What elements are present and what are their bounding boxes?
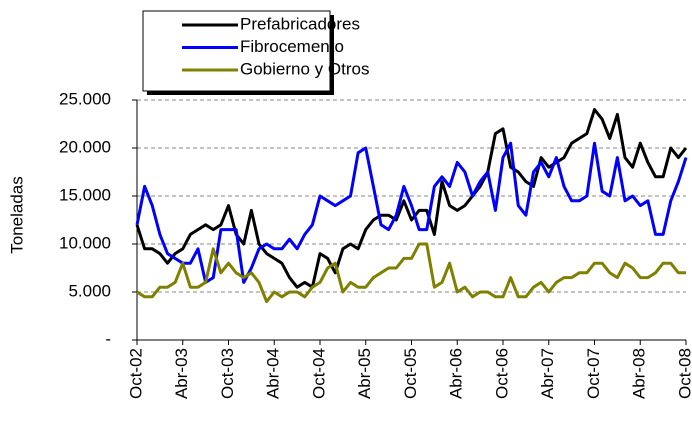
- x-tick-label: Abr-07: [538, 348, 557, 399]
- x-tick-label: Abr-06: [447, 348, 466, 399]
- x-tick-label: Abr-04: [264, 348, 283, 399]
- y-tick-label: 25.000: [59, 89, 111, 108]
- x-tick-label: Abr-05: [355, 348, 374, 399]
- legend-label: Gobierno y Otros: [240, 59, 369, 78]
- x-tick-label: Oct-08: [675, 348, 692, 399]
- x-tick-label: Oct-04: [309, 348, 328, 399]
- y-tick-label: -: [105, 329, 111, 348]
- series-line: [135, 108, 688, 289]
- series-line: [136, 242, 686, 304]
- x-tick-label: Oct-05: [401, 348, 420, 399]
- y-tick-label: 15.000: [59, 185, 111, 204]
- y-tick-label: 10.000: [59, 233, 111, 252]
- y-axis-title: Toneladas: [7, 176, 26, 254]
- x-tick-label: Abr-03: [172, 348, 191, 399]
- series-line: [135, 141, 688, 284]
- y-tick-label: 5.000: [68, 281, 111, 300]
- x-tick-label: Abr-08: [630, 348, 649, 399]
- legend-label: Prefabricadores: [240, 14, 360, 33]
- x-tick-label: Oct-02: [126, 348, 145, 399]
- x-tick-label: Oct-06: [492, 348, 511, 399]
- legend-label: Fibrocemento: [240, 37, 344, 56]
- x-tick-label: Oct-07: [584, 348, 603, 399]
- x-tick-label: Oct-03: [218, 348, 237, 399]
- y-tick-label: 20.000: [59, 137, 111, 156]
